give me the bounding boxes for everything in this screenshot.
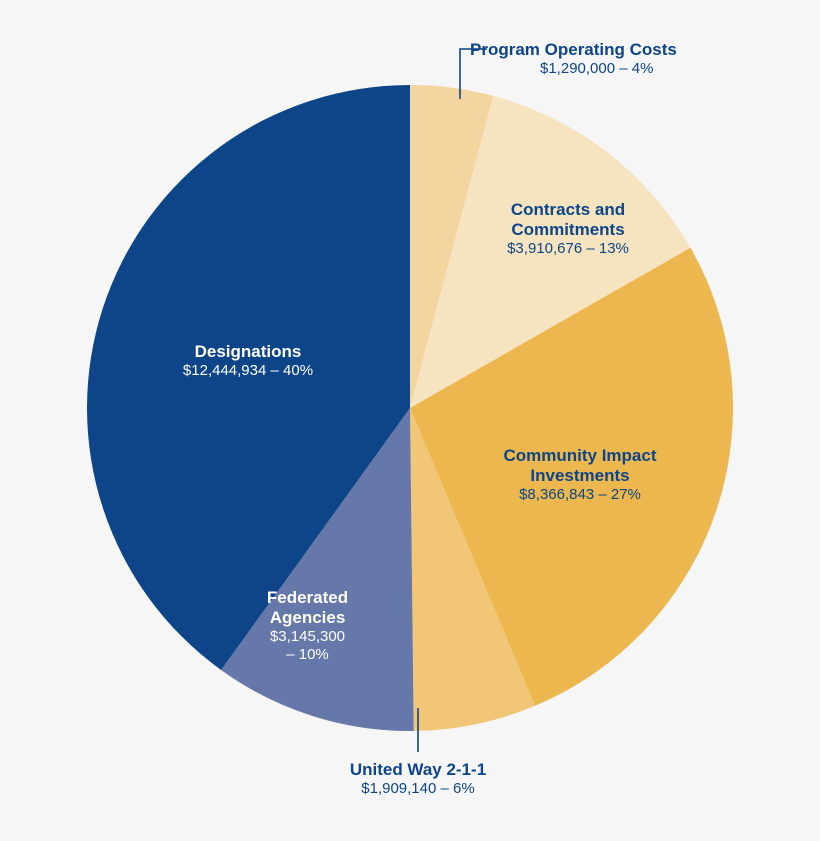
label-federated-agencies-amount: $3,145,300 bbox=[269, 628, 346, 646]
label-united-way-211: United Way 2-1-1 $1,909,140 – 6% bbox=[318, 760, 518, 798]
pie-slice-designations bbox=[87, 84, 410, 671]
label-community-impact-investments-name: Community Impact Investments bbox=[503, 446, 657, 486]
label-program-operating-costs-name: Program Operating Costs bbox=[470, 40, 677, 59]
label-united-way-211-value: $1,909,140 – 6% bbox=[318, 780, 518, 798]
label-program-operating-costs-value: $1,290,000 – 4% bbox=[470, 60, 740, 78]
pie-slice-federated-agencies bbox=[221, 408, 414, 731]
label-community-impact-investments-amount: $8,366,843 bbox=[519, 486, 595, 504]
pie-slice-contracts-and-commitments bbox=[410, 95, 691, 408]
label-designations-name: Designations bbox=[194, 342, 302, 361]
label-designations-pct: – 40% bbox=[270, 362, 314, 380]
label-federated-agencies-name: Federated Agencies bbox=[266, 588, 349, 628]
label-united-way-211-amount: $1,909,140 bbox=[361, 780, 437, 798]
label-community-impact-investments-pct: – 27% bbox=[598, 486, 641, 504]
label-contracts-and-commitments-name: Contracts and Commitments bbox=[510, 200, 626, 240]
label-united-way-211-pct: – 6% bbox=[440, 780, 475, 798]
label-community-impact-investments-value: $8,366,843 – 27% bbox=[480, 486, 680, 504]
label-community-impact-investments: Community Impact Investments $8,366,843 … bbox=[480, 446, 680, 504]
pie-slice-united-way-2-1-1 bbox=[410, 408, 536, 731]
label-contracts-and-commitments-pct: – 13% bbox=[586, 240, 629, 258]
label-program-operating-costs-amount: $1,290,000 bbox=[540, 60, 616, 78]
label-designations-amount: $12,444,934 bbox=[182, 362, 267, 380]
label-united-way-211-name: United Way 2-1-1 bbox=[349, 760, 487, 779]
label-program-operating-costs: Program Operating Costs $1,290,000 – 4% bbox=[470, 40, 740, 78]
pie-slice-program-operating-costs bbox=[410, 85, 494, 408]
pie-slice-community-impact-investments bbox=[410, 247, 733, 706]
leader-line-program-operating-costs bbox=[459, 48, 487, 99]
label-contracts-and-commitments-value: $3,910,676 – 13% bbox=[488, 240, 648, 258]
label-designations: Designations $12,444,934 – 40% bbox=[158, 342, 338, 380]
label-contracts-and-commitments: Contracts and Commitments $3,910,676 – 1… bbox=[488, 200, 648, 258]
label-federated-agencies: Federated Agencies $3,145,300 – 10% bbox=[250, 588, 365, 663]
label-contracts-and-commitments-amount: $3,910,676 bbox=[507, 240, 583, 258]
label-federated-agencies-pct: – 10% bbox=[286, 645, 329, 663]
label-program-operating-costs-pct: – 4% bbox=[619, 60, 654, 78]
label-designations-value: $12,444,934 – 40% bbox=[158, 362, 338, 380]
